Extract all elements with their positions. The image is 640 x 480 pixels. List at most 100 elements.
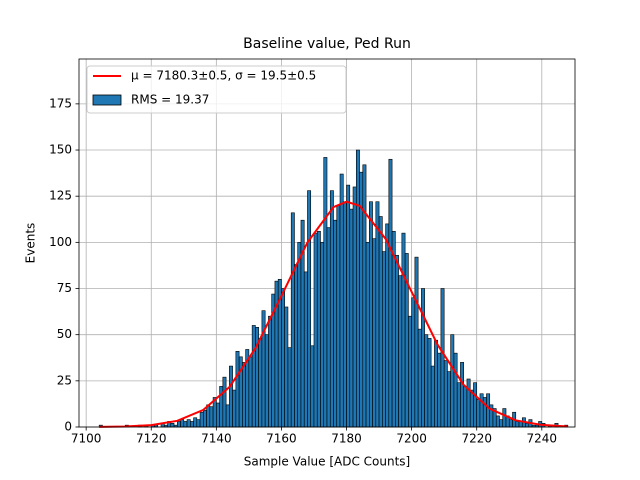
fit-line — [99, 200, 568, 428]
bar — [235, 350, 240, 428]
bar — [434, 339, 438, 428]
x-axis-label: Sample Value [ADC Counts] — [244, 455, 410, 469]
x-tick-label: 7120 — [136, 432, 167, 446]
bar — [391, 230, 396, 428]
x-tick-label: 7200 — [396, 432, 427, 446]
bar — [408, 315, 412, 428]
bar — [398, 275, 403, 428]
bar — [463, 386, 468, 428]
bar — [424, 334, 429, 428]
bar — [382, 251, 386, 428]
bar — [495, 415, 500, 428]
bar — [466, 378, 471, 428]
y-tick-label: 100 — [49, 235, 72, 249]
bar — [290, 212, 295, 428]
bar — [199, 411, 204, 428]
bar — [508, 419, 513, 428]
bar — [469, 389, 474, 428]
bar — [310, 345, 315, 428]
bar — [515, 421, 520, 428]
fit — [99, 200, 568, 428]
y-tick-label: 0 — [64, 420, 72, 434]
bar — [180, 419, 185, 428]
bar — [186, 419, 191, 428]
bar — [427, 338, 432, 428]
bar — [346, 184, 351, 428]
bar — [329, 190, 334, 428]
bar — [440, 288, 445, 428]
bar — [336, 205, 341, 428]
bar — [437, 352, 442, 428]
bar — [375, 201, 380, 428]
bar — [287, 347, 292, 428]
bar — [248, 356, 253, 428]
bar — [232, 389, 237, 428]
bar — [316, 230, 321, 428]
bar — [460, 362, 464, 428]
chart-title: Baseline value, Ped Run — [243, 36, 411, 52]
bar — [502, 408, 507, 428]
bar — [281, 288, 285, 428]
bar — [362, 164, 367, 428]
bar — [326, 227, 331, 428]
bar — [333, 219, 338, 428]
x-tick-label: 7220 — [461, 432, 492, 446]
bar — [385, 223, 390, 428]
bar — [365, 242, 370, 428]
bar — [369, 201, 373, 428]
bar — [355, 149, 360, 428]
bar — [183, 421, 188, 428]
bar — [196, 419, 201, 428]
legend-label: μ = 7180.3±0.5, σ = 19.5±0.5 — [131, 69, 316, 83]
bar — [258, 338, 263, 428]
legend-box — [86, 65, 347, 114]
bar — [447, 371, 451, 428]
bar — [307, 190, 312, 428]
bar — [486, 393, 491, 428]
bar — [225, 404, 230, 428]
bar — [401, 232, 406, 428]
bar — [193, 417, 198, 428]
bar — [476, 399, 481, 428]
bar — [170, 423, 175, 428]
bar — [206, 404, 211, 428]
y-tick-label: 150 — [49, 143, 72, 157]
bar — [388, 158, 393, 428]
bar — [339, 173, 344, 428]
bar — [443, 360, 448, 428]
bar — [430, 365, 435, 428]
y-tick-label: 50 — [57, 327, 72, 341]
bar — [313, 232, 318, 428]
legend-patch — [92, 94, 122, 106]
x-tick-label: 7240 — [527, 432, 558, 446]
bar — [320, 242, 325, 428]
bar — [395, 254, 399, 428]
bar — [479, 393, 484, 428]
bar — [251, 325, 256, 428]
bar — [525, 423, 530, 428]
bar — [203, 410, 207, 428]
bar — [268, 315, 272, 428]
y-tick-label: 25 — [57, 373, 72, 387]
bar — [414, 256, 419, 428]
bar — [216, 402, 220, 428]
bars — [98, 149, 569, 428]
x-tick-label: 7160 — [266, 432, 297, 446]
bar — [417, 328, 422, 428]
bar — [294, 264, 299, 428]
y-tick-label: 75 — [57, 281, 72, 295]
bar — [242, 362, 246, 428]
bar — [284, 306, 289, 428]
y-axis-label: Events — [24, 223, 38, 264]
plot-frame — [78, 58, 576, 428]
bar — [499, 419, 504, 428]
bar — [209, 406, 214, 428]
bar — [372, 238, 377, 428]
bar — [264, 334, 269, 428]
bar — [176, 421, 181, 428]
x-tick-label: 7100 — [71, 432, 102, 446]
bar — [190, 421, 194, 428]
bar — [349, 208, 354, 428]
bar — [303, 271, 308, 428]
